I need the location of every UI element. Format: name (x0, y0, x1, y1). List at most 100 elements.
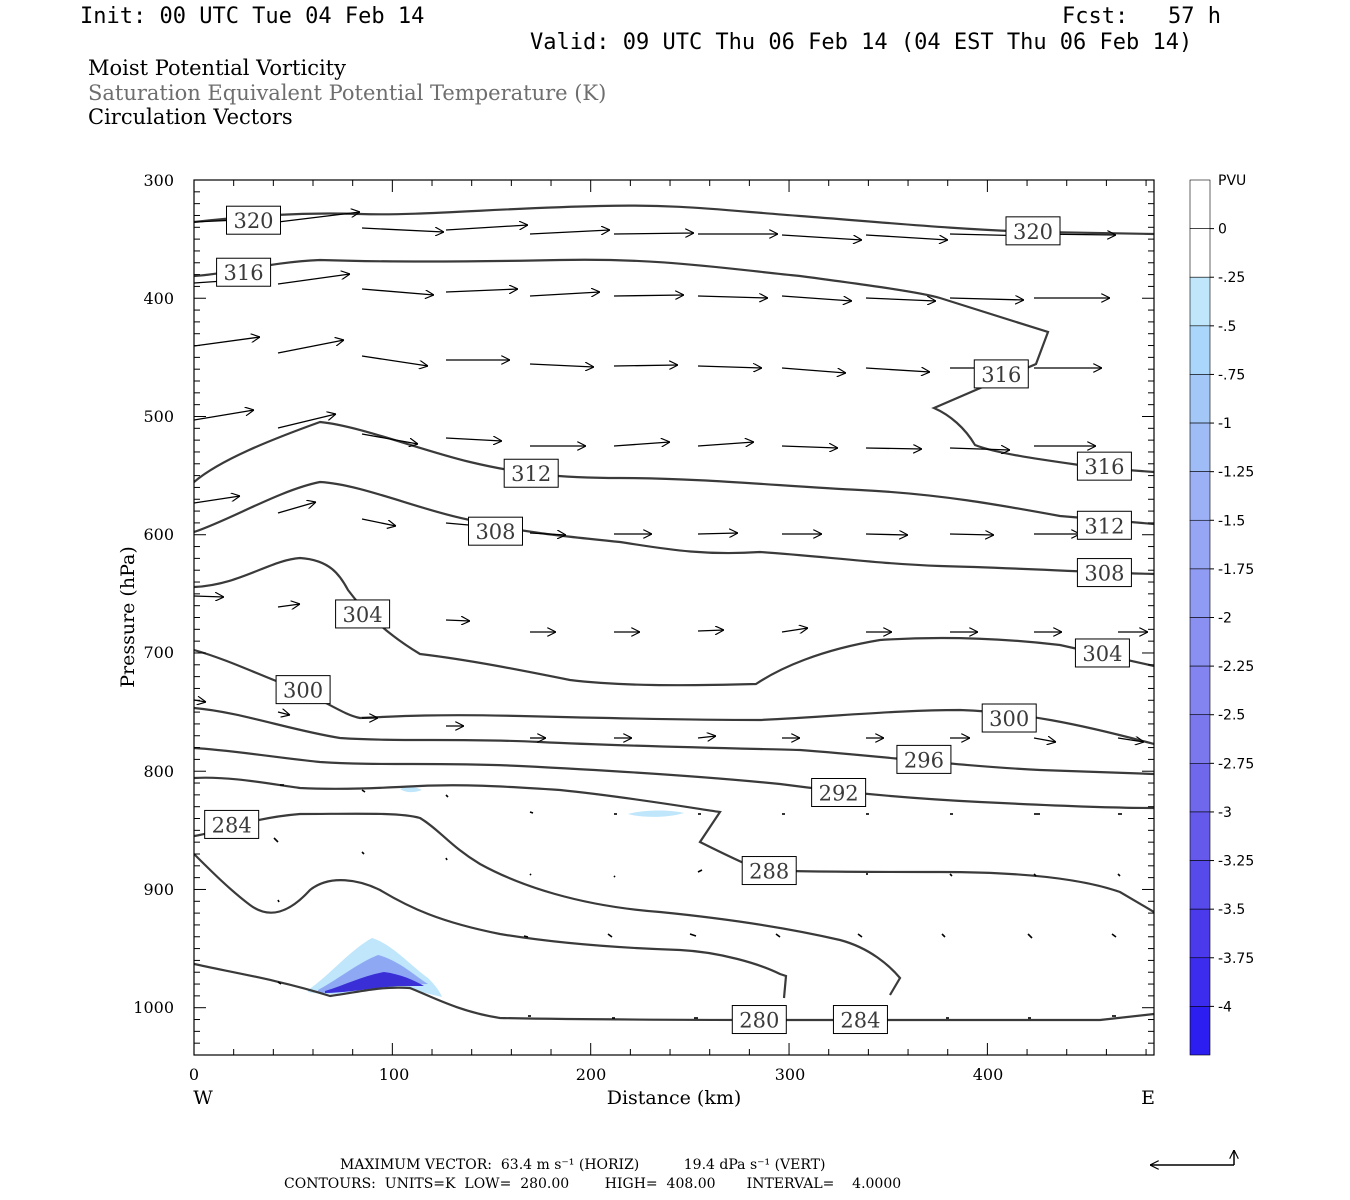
vector (277, 414, 336, 429)
svg-text:320: 320 (1013, 220, 1053, 244)
y-tick-label: 1000 (133, 998, 174, 1017)
mpv-shade-small-2 (628, 810, 684, 817)
vector (361, 355, 428, 366)
x-axis-title: Distance (km) (607, 1087, 742, 1109)
contour-label: 316 (216, 257, 272, 287)
y-axis: 300 400 500 600 700 800 900 1000 Pressur… (117, 171, 174, 1017)
y-tick-label: 400 (143, 289, 174, 308)
svg-text:292: 292 (819, 782, 859, 806)
vector (781, 234, 862, 240)
vector (697, 366, 762, 368)
vector (445, 857, 448, 861)
vector (949, 534, 994, 535)
vector (277, 899, 280, 903)
vector (529, 811, 534, 814)
vector (613, 442, 670, 446)
vector (949, 448, 1010, 450)
vector (1033, 738, 1056, 742)
mpv-shade-small-1 (400, 786, 422, 793)
contour-ground-line (194, 962, 1154, 1022)
vector (613, 365, 678, 366)
contour-320-line (194, 204, 1154, 236)
colorbar-label: 0 (1218, 222, 1227, 238)
contour-280-line (194, 853, 788, 999)
vector (194, 410, 254, 421)
svg-text:280: 280 (739, 1009, 779, 1033)
colorbar-swatch (1189, 860, 1211, 910)
footer-max-vector: MAXIMUM VECTOR: 63.4 m s⁻¹ (HORIZ) 19.4 … (340, 1157, 826, 1173)
svg-text:312: 312 (1084, 514, 1124, 538)
svg-text:308: 308 (1084, 562, 1124, 586)
x-tick-label: 400 (973, 1065, 1004, 1084)
x-tick-label: 200 (576, 1065, 607, 1084)
contour-label: 284 (832, 1005, 888, 1035)
contour-label: 300 (981, 703, 1037, 733)
vector (865, 368, 930, 372)
y-axis-title: Pressure (hPa) (117, 546, 139, 688)
svg-text:308: 308 (475, 520, 515, 544)
vector (529, 873, 532, 876)
colorbar-swatch (1189, 811, 1211, 861)
colorbar-label: -1.75 (1218, 562, 1254, 578)
contour-label: 312 (1076, 510, 1132, 540)
init-time: Init: 00 UTC Tue 04 Feb 14 (80, 4, 425, 29)
vector (523, 935, 529, 938)
vector (529, 364, 594, 367)
vector (445, 794, 449, 798)
svg-text:284: 284 (212, 813, 252, 837)
colorbar-label: -2.5 (1218, 708, 1245, 724)
vector (613, 295, 684, 296)
colorbar-label: -1 (1218, 416, 1232, 432)
x-tick-label: 0 (189, 1065, 199, 1084)
svg-text:316: 316 (1084, 455, 1124, 479)
colorbar-label: -.25 (1218, 270, 1245, 286)
vector (781, 628, 808, 632)
y-tick-label: 700 (143, 643, 174, 662)
colorbar-label: -2.25 (1218, 659, 1254, 675)
vector (277, 981, 282, 985)
vector (781, 367, 846, 373)
vector (361, 518, 396, 526)
vector (445, 225, 528, 231)
x-axis: 0 100 200 300 400 W E Distance (km) (189, 1065, 1155, 1109)
small-vectors (273, 784, 1122, 1019)
vector (697, 630, 724, 631)
vector (445, 620, 470, 621)
contour-304-line (194, 556, 1154, 687)
svg-text:300: 300 (989, 707, 1029, 731)
colorbar-label: -.75 (1218, 367, 1245, 383)
vector (1117, 738, 1144, 742)
colorbar-swatch (1189, 665, 1211, 716)
svg-text:320: 320 (233, 209, 273, 233)
svg-text:288: 288 (749, 860, 789, 884)
vector (949, 873, 953, 877)
colorbar-label: -1.25 (1218, 465, 1254, 481)
colorbar-swatch (1189, 568, 1211, 618)
vector (697, 736, 716, 738)
vector (194, 496, 240, 504)
colorbar-swatch (1189, 228, 1211, 278)
contour-label: 296 (896, 744, 952, 774)
contour-label: 300 (275, 675, 331, 705)
vector (697, 869, 703, 873)
y-tick-label: 600 (143, 525, 174, 544)
colorbar-label: -2.75 (1218, 756, 1254, 772)
vector (613, 875, 616, 878)
vector (941, 933, 946, 938)
y-tick-label: 500 (143, 407, 174, 426)
vector (529, 292, 600, 296)
contour-label: 304 (335, 599, 391, 629)
vector (529, 533, 566, 535)
colorbar-swatch (1189, 763, 1211, 813)
mpv-shading (308, 786, 684, 997)
vector (865, 298, 936, 301)
vector (361, 433, 418, 444)
colorbar-label: -4 (1218, 999, 1232, 1015)
vector (697, 533, 738, 534)
x-tick-label: 100 (379, 1065, 410, 1084)
vector (445, 289, 518, 292)
vector (865, 448, 922, 449)
title-theta-es: Saturation Equivalent Potential Temperat… (88, 81, 607, 105)
y-tick-label: 800 (143, 762, 174, 781)
